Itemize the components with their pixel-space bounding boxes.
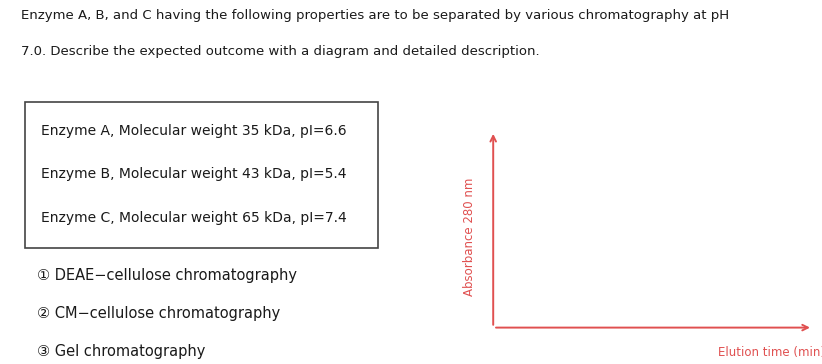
Text: Absorbance 280 nm: Absorbance 280 nm <box>463 177 476 296</box>
Text: Enzyme B, Molecular weight 43 kDa, pI=5.4: Enzyme B, Molecular weight 43 kDa, pI=5.… <box>41 167 347 181</box>
Bar <box>25 102 378 248</box>
Text: ③ Gel chromatography: ③ Gel chromatography <box>37 344 206 359</box>
Text: Elution time (min): Elution time (min) <box>718 346 822 359</box>
Text: Enzyme A, Molecular weight 35 kDa, pI=6.6: Enzyme A, Molecular weight 35 kDa, pI=6.… <box>41 124 347 138</box>
Text: Enzyme C, Molecular weight 65 kDa, pI=7.4: Enzyme C, Molecular weight 65 kDa, pI=7.… <box>41 211 347 225</box>
Text: ① DEAE−cellulose chromatography: ① DEAE−cellulose chromatography <box>37 268 297 282</box>
Text: Enzyme A, B, and C having the following properties are to be separated by variou: Enzyme A, B, and C having the following … <box>21 9 728 22</box>
Text: 7.0. Describe the expected outcome with a diagram and detailed description.: 7.0. Describe the expected outcome with … <box>21 46 539 59</box>
Text: ② CM−cellulose chromatography: ② CM−cellulose chromatography <box>37 306 280 321</box>
